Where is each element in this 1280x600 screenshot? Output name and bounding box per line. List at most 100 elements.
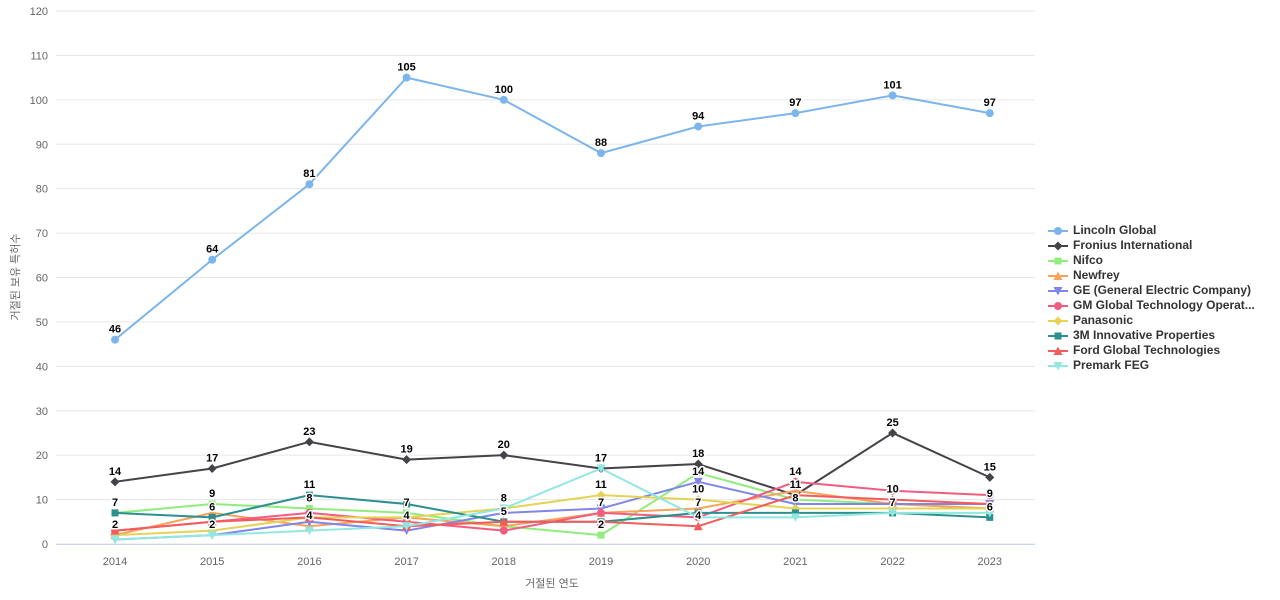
data-label: 9 bbox=[209, 488, 215, 500]
y-axis-title: 거절된 보유 특허수 bbox=[10, 233, 22, 321]
data-label: 11 bbox=[790, 479, 802, 491]
data-point bbox=[304, 437, 314, 447]
legend-item-panasonic[interactable]: Panasonic bbox=[1048, 313, 1255, 328]
legend-item-nifco[interactable]: Nifco bbox=[1048, 253, 1255, 268]
data-label: 2 bbox=[598, 519, 604, 531]
legend-label: Fronius International bbox=[1073, 238, 1193, 252]
data-label: 10 bbox=[886, 484, 898, 496]
data-point bbox=[694, 509, 702, 517]
data-point bbox=[790, 490, 800, 500]
legend-item-lincoln-global[interactable]: Lincoln Global bbox=[1048, 223, 1255, 238]
y-tick-label: 120 bbox=[30, 6, 48, 18]
data-point bbox=[111, 509, 119, 517]
legend-item-newfrey[interactable]: Newfrey bbox=[1048, 268, 1255, 283]
data-point bbox=[985, 499, 995, 509]
data-label: 10 bbox=[692, 484, 704, 496]
data-point bbox=[790, 486, 800, 495]
data-point bbox=[693, 477, 703, 487]
data-point bbox=[693, 495, 703, 505]
data-label: 94 bbox=[692, 110, 705, 122]
data-point bbox=[791, 509, 799, 517]
legend-marker-icon bbox=[1048, 361, 1068, 370]
data-point bbox=[305, 504, 313, 512]
legend-item-3m-innovative-properties[interactable]: 3M Innovative Properties bbox=[1048, 328, 1255, 343]
x-tick-label: 2017 bbox=[394, 556, 418, 568]
data-point bbox=[207, 531, 217, 540]
data-label: 97 bbox=[789, 97, 801, 109]
data-label: 5 bbox=[501, 506, 507, 518]
data-point bbox=[305, 491, 313, 499]
legend-item-fronius-international[interactable]: Fronius International bbox=[1048, 238, 1255, 253]
data-point bbox=[694, 122, 703, 131]
y-tick-label: 80 bbox=[36, 184, 48, 196]
data-point bbox=[888, 486, 897, 495]
data-label: 11 bbox=[595, 479, 607, 491]
data-label: 7 bbox=[695, 497, 701, 509]
data-point bbox=[208, 500, 216, 508]
legend-label: Nifco bbox=[1073, 253, 1103, 267]
legend-label: Newfrey bbox=[1073, 268, 1120, 282]
data-label: 4 bbox=[404, 510, 411, 522]
data-label: 4 bbox=[695, 510, 702, 522]
data-point bbox=[888, 508, 898, 518]
series-line bbox=[114, 494, 990, 537]
data-point bbox=[403, 500, 411, 508]
data-label: 18 bbox=[692, 448, 704, 460]
y-tick-label: 40 bbox=[36, 361, 48, 373]
data-label: 14 bbox=[789, 466, 802, 478]
data-point bbox=[499, 526, 508, 535]
legend-marker-icon bbox=[1048, 257, 1068, 264]
legend-marker-icon bbox=[1048, 346, 1068, 355]
data-label: 20 bbox=[498, 439, 510, 451]
legend-marker-icon bbox=[1048, 241, 1068, 250]
x-tick-label: 2022 bbox=[880, 556, 904, 568]
series-premark-feg bbox=[110, 464, 995, 545]
series-line bbox=[114, 76, 990, 341]
data-point bbox=[693, 459, 703, 469]
data-point bbox=[402, 455, 412, 465]
data-point bbox=[985, 472, 995, 482]
data-point bbox=[402, 512, 412, 522]
legend-item-premark-feg[interactable]: Premark FEG bbox=[1048, 358, 1255, 373]
data-label: 17 bbox=[206, 452, 218, 464]
data-label: 2 bbox=[112, 519, 118, 531]
x-tick-label: 2021 bbox=[783, 556, 807, 568]
data-point bbox=[402, 73, 411, 82]
data-label: 9 bbox=[987, 488, 993, 500]
y-tick-label: 0 bbox=[42, 539, 48, 551]
data-point bbox=[888, 428, 898, 438]
data-label: 6 bbox=[987, 501, 993, 513]
series-fronius-international bbox=[110, 428, 995, 500]
data-point bbox=[596, 490, 606, 500]
y-tick-label: 90 bbox=[36, 139, 48, 151]
legend-item-gm-global-technology-operat[interactable]: GM Global Technology Operat... bbox=[1048, 298, 1255, 313]
x-tick-label: 2014 bbox=[103, 556, 127, 568]
data-label: 88 bbox=[595, 137, 607, 149]
data-label: 11 bbox=[304, 479, 316, 491]
data-point bbox=[499, 504, 509, 513]
data-point bbox=[110, 535, 120, 545]
data-label: 15 bbox=[984, 461, 996, 473]
x-tick-label: 2015 bbox=[200, 556, 224, 568]
data-point bbox=[499, 517, 509, 526]
legend-label: GM Global Technology Operat... bbox=[1073, 298, 1255, 312]
data-point bbox=[790, 513, 800, 522]
data-label: 6 bbox=[209, 501, 215, 513]
data-point bbox=[207, 517, 217, 526]
legend-label: Ford Global Technologies bbox=[1073, 343, 1221, 357]
data-point bbox=[791, 477, 800, 486]
y-tick-label: 30 bbox=[36, 406, 48, 418]
data-label: 100 bbox=[495, 84, 513, 96]
data-label: 64 bbox=[206, 244, 219, 256]
legend-item-ge-general-electric-company[interactable]: GE (General Electric Company) bbox=[1048, 283, 1255, 298]
data-point bbox=[597, 149, 605, 158]
series-line bbox=[114, 467, 990, 541]
y-tick-label: 10 bbox=[36, 495, 48, 507]
data-point bbox=[499, 508, 509, 518]
legend-label: Panasonic bbox=[1073, 313, 1134, 327]
legend-item-ford-global-technologies[interactable]: Ford Global Technologies bbox=[1048, 343, 1255, 358]
data-label: 23 bbox=[303, 426, 315, 438]
series-ford-global-technologies bbox=[110, 490, 995, 535]
data-label: 101 bbox=[883, 79, 901, 91]
